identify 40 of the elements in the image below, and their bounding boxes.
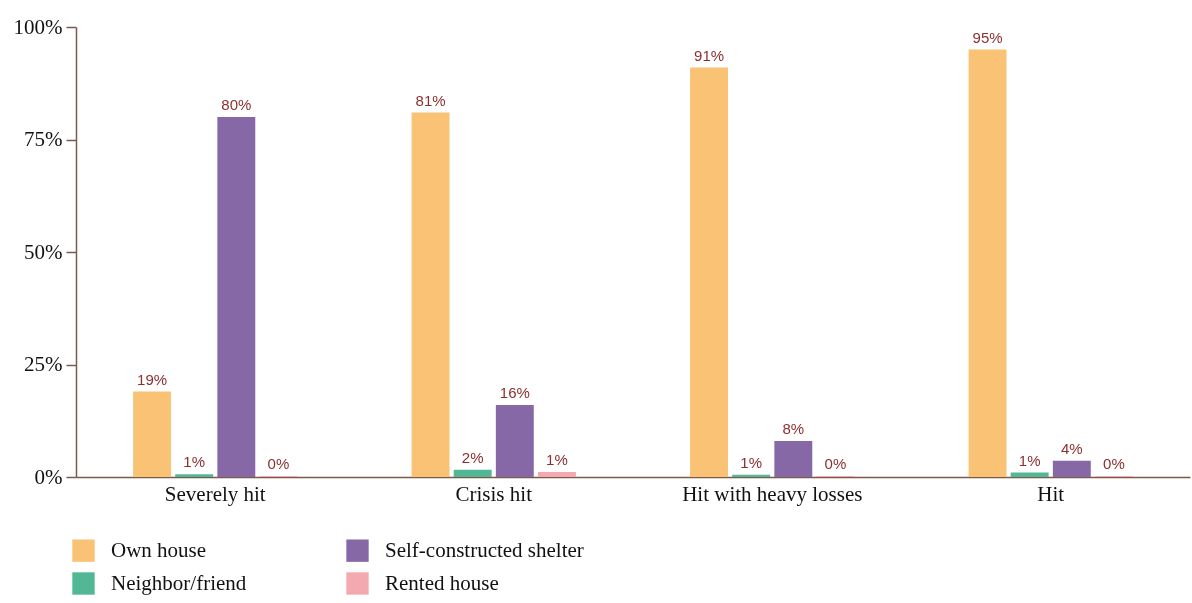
data-label: 8% [782,420,805,437]
data-label: 1% [740,453,763,471]
data-label: 4% [1060,439,1083,457]
legend-label: Neighbor/friend [111,570,247,595]
bar [175,474,214,477]
y-tick-label: 75% [24,127,63,151]
data-label: 95% [972,28,1003,46]
data-label: 19% [137,370,168,388]
legend-label: Own house [111,537,207,562]
data-label: 80% [221,96,252,113]
y-tick-label: 0% [34,464,63,489]
bar [495,405,534,477]
data-label: 91% [694,46,725,64]
bar [774,441,813,477]
bar [1052,460,1091,477]
bar [217,117,256,477]
legend-label: Rented house [385,570,499,595]
y-tick-label: 25% [24,352,63,376]
data-label: 81% [415,91,446,109]
bar [537,472,576,477]
x-tick-label: Hit [1037,481,1065,506]
data-label: 2% [461,448,484,466]
bar [690,67,729,477]
y-tick-label: 100% [13,14,63,39]
bar [968,49,1007,477]
data-label: 0% [267,455,290,473]
x-tick-label: Hit with heavy losses [682,481,863,506]
bar [453,469,492,477]
y-tick-label: 50% [24,239,63,264]
x-tick-label: Severely hit [164,481,266,506]
data-label: 1% [546,451,568,469]
bar [411,112,450,477]
bar [133,391,172,477]
data-label: 0% [1103,455,1125,473]
data-label: 1% [183,453,206,471]
data-label: 0% [824,455,847,473]
legend-label: Self-constructed shelter [385,537,584,562]
data-label: 16% [499,384,530,401]
data-label: 1% [1018,451,1041,469]
x-tick-label: Crisis hit [455,481,533,506]
